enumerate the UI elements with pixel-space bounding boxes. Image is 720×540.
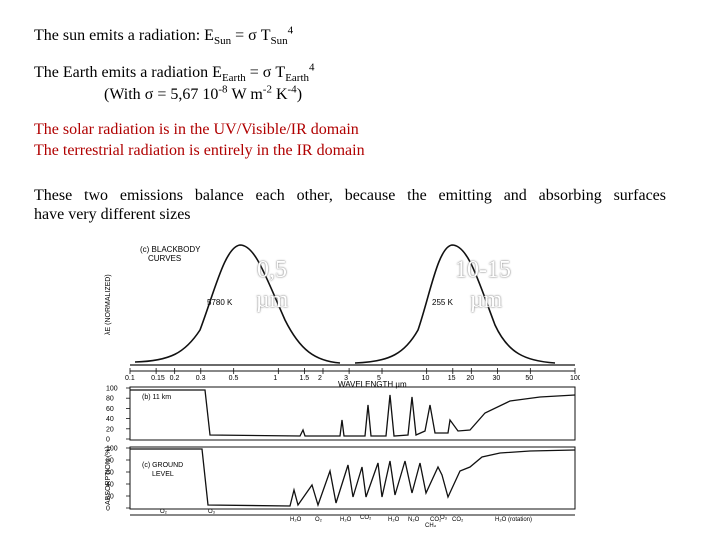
- x-tick-label: 5: [377, 375, 381, 382]
- gas-label: H₂O: [340, 517, 352, 523]
- panel-b-label: (b) 11 km: [142, 394, 171, 401]
- earth-temp-label: 255 K: [432, 298, 454, 307]
- wavelength-axis: 0.1 0.15 0.2 0.3 0.5 1 1.5 2 3 5 10 15 20 30 50 100 WAV…: [125, 368, 580, 389]
- gas-label: H₂O (rotation): [495, 517, 532, 523]
- panel-c-label2: LEVEL: [152, 471, 174, 478]
- balance-text: These two emissions balance each other, …: [34, 187, 666, 204]
- terrestrial-domain-text: The terrestrial radiation is entirely in…: [34, 142, 365, 159]
- with-c: W m: [227, 86, 263, 103]
- x-tick-label: 1.5: [299, 375, 309, 382]
- sigma-value: (With σ = 5,67 10-8 W m-2 K-4): [104, 83, 303, 104]
- gas-label: O₃: [208, 509, 216, 515]
- x-tick-label: 15: [448, 375, 456, 382]
- y-tick-label: 0: [106, 506, 110, 513]
- y-label-b: ABSORPTION (%): [105, 446, 112, 505]
- balance-text-2: have very different sizes: [34, 206, 191, 223]
- x-tick-label: 2: [318, 375, 322, 382]
- sun-lead-text: The sun emits a radiation: E: [34, 27, 214, 44]
- with-e: ): [296, 86, 303, 103]
- earth-t: T: [271, 64, 286, 81]
- gas-label: O₂: [160, 509, 168, 515]
- gas-label: CO₂: [430, 517, 442, 523]
- panel-c-label: (c) GROUND: [142, 462, 183, 469]
- gas-label: CO₂: [360, 515, 372, 521]
- y-tick-label: 20: [106, 426, 114, 433]
- sun-t: T: [256, 27, 271, 44]
- x-tick-label: 1: [273, 375, 277, 382]
- gas-label: N₂O: [408, 517, 420, 523]
- y-label-a: λE (NORMALIZED): [105, 274, 112, 335]
- absorption-ground-curve: [130, 448, 576, 508]
- x-tick-label: 0.1: [125, 375, 135, 382]
- sigma-symbol: σ: [262, 64, 272, 81]
- y-tick-label: 80: [106, 458, 114, 465]
- earth-peak-unit: µm: [469, 287, 503, 313]
- sun-blackbody-curve: [134, 244, 341, 364]
- gas-label: CO₂: [452, 517, 464, 523]
- x-tick-label: 0.3: [196, 375, 206, 382]
- with-b: = 5,67 10: [153, 86, 219, 103]
- absorption-ground-panel: 100 80 60 40 20 0 (c) GROUND LEVEL O₂ O₃ H₂O O₂ H…: [106, 446, 576, 527]
- sun-eq: =: [231, 27, 249, 44]
- with-exp2: -2: [262, 83, 272, 96]
- sun-peak-label: 0,5: [257, 257, 287, 283]
- y-tick-label: 20: [106, 494, 114, 501]
- y-tick-labels-c: 100 80 60 40 20 0: [106, 446, 130, 513]
- y-tick-label: 100: [106, 446, 118, 453]
- y-tick-labels-b: 100 80 60 40 20 0: [106, 386, 130, 444]
- earth-equation: The Earth emits a radiation EEarth = σ T…: [34, 61, 315, 85]
- earth-eq: =: [245, 64, 263, 81]
- x-tick-label: 50: [525, 375, 533, 382]
- x-tick-label: 0.15: [151, 375, 165, 382]
- gas-label: H₂O: [290, 517, 302, 523]
- gas-label: CH₄: [425, 523, 437, 527]
- x-tick-label: 0.5: [229, 375, 239, 382]
- earth-peak-label: 10-15: [455, 257, 511, 283]
- gas-label: O₃: [440, 515, 448, 521]
- sun-peak-unit: µm: [255, 287, 289, 313]
- absorption-11km-curve: [130, 389, 576, 437]
- x-tick-label: 0.2: [170, 375, 180, 382]
- solar-domain-text: The solar radiation is in the UV/Visible…: [34, 121, 359, 138]
- blackbody-panel: (c) BLACKBODY CURVES λE (NORMALIZED) 578…: [105, 244, 575, 366]
- x-tick-label: 100: [570, 375, 580, 382]
- sun-sub: Sun: [213, 35, 232, 48]
- y-tick-label: 40: [106, 482, 114, 489]
- with-d: K: [271, 86, 288, 103]
- gas-label: H₂O: [388, 517, 400, 523]
- x-tick-label: 30: [492, 375, 500, 382]
- atmospheric-spectra-figure: (c) BLACKBODY CURVES λE (NORMALIZED) 578…: [105, 244, 580, 527]
- sun-temp-label: 5780 K: [207, 298, 233, 307]
- sun-t-sub: Sun: [270, 35, 288, 48]
- earth-blackbody-curve: [354, 244, 556, 364]
- panel-a-title2: CURVES: [148, 254, 181, 263]
- with-exp3: -4: [287, 83, 297, 96]
- panel-a-title: (c) BLACKBODY: [140, 245, 201, 254]
- y-tick-label: 0: [106, 437, 110, 444]
- y-tick-label: 60: [106, 470, 114, 477]
- x-tick-label: 10: [422, 375, 430, 382]
- sigma-symbol: σ: [248, 27, 257, 44]
- y-tick-label: 60: [106, 406, 114, 413]
- y-tick-label: 100: [106, 386, 118, 393]
- y-tick-label: 80: [106, 396, 114, 403]
- x-tick-label: 20: [466, 375, 474, 382]
- y-tick-label: 40: [106, 416, 114, 423]
- x-axis-label: WAVELENGTH µm: [338, 380, 407, 389]
- earth-lead-text: The Earth emits a radiation E: [34, 64, 222, 81]
- sun-pow: 4: [287, 24, 294, 37]
- with-a: (With: [104, 86, 145, 103]
- earth-pow: 4: [309, 61, 315, 74]
- absorption-11km-panel: ABSORPTION (%) 100 80 60 40 20 0 (b) 11 km: [105, 386, 576, 505]
- gas-label: O₂: [315, 517, 323, 523]
- sigma-symbol: σ: [144, 86, 154, 103]
- x-tick-label: 3: [344, 375, 348, 382]
- with-exp1: -8: [218, 83, 228, 96]
- sun-equation: The sun emits a radiation: ESun = σ TSun…: [34, 24, 294, 48]
- x-tick-labels: 0.1 0.15 0.2 0.3 0.5 1 1.5 2 3 5 10 15 20 30 50 100: [125, 368, 580, 382]
- earth-t-sub: Earth: [285, 72, 310, 85]
- earth-sub: Earth: [221, 72, 246, 85]
